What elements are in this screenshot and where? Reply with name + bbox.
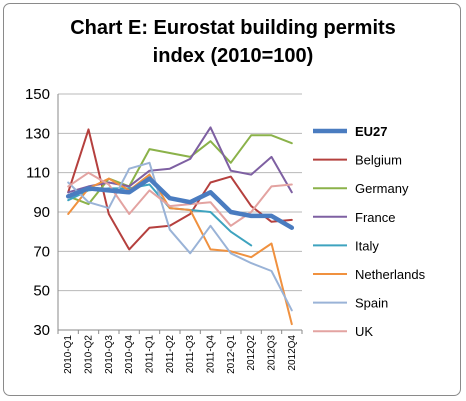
x-tick-label: 2011-Q1 — [145, 335, 156, 374]
series-line-spain — [67, 161, 293, 312]
y-tick-label: 130 — [25, 125, 50, 142]
y-tick-label: 50 — [33, 283, 50, 300]
x-tick-label: 2011-Q4 — [206, 335, 217, 374]
legend: EU27 Belgium Germany France Italy Netherlands… — [313, 124, 426, 339]
x-tick-label: 2012Q4 — [287, 335, 298, 371]
chart-title-line1: Chart E: Eurostat building permits — [70, 17, 396, 39]
legend-label: Spain — [355, 296, 388, 311]
x-tick-label: 2010-Q3 — [104, 335, 115, 374]
x-tick-label: 2010-Q2 — [84, 335, 95, 374]
x-tick-label: 2010-Q4 — [124, 335, 135, 374]
x-tick-label: 2011-Q2 — [165, 335, 176, 374]
y-tick-label: 30 — [33, 322, 50, 339]
x-tick-label: 2010-Q1 — [63, 335, 74, 374]
legend-label: Belgium — [355, 153, 402, 168]
x-tick-label: 2012Q3 — [267, 335, 278, 371]
legend-label: Italy — [355, 238, 379, 253]
chart-title-line2: index (2010=100) — [152, 45, 314, 67]
series-line-eu27 — [65, 176, 295, 230]
gridlines — [58, 93, 302, 331]
y-axis: 30 50 70 90 110 130 150 — [25, 86, 59, 339]
y-tick-label: 110 — [26, 165, 50, 182]
plot-area — [65, 126, 295, 326]
x-tick-label: 2012-Q1 — [226, 335, 237, 374]
series-line-netherlands — [67, 173, 293, 326]
x-axis: 2010-Q1 2010-Q2 2010-Q3 2010-Q4 2011-Q1 2011-… — [57, 329, 303, 374]
x-tick-label: 2012Q2 — [246, 335, 257, 371]
y-tick-label: 70 — [33, 243, 50, 260]
series-line-uk — [67, 171, 293, 227]
y-tick-label: 150 — [25, 86, 50, 103]
x-tick-label: 2011-Q3 — [185, 335, 196, 374]
y-tick-label: 90 — [33, 204, 50, 221]
legend-label: Netherlands — [355, 267, 426, 282]
legend-label: UK — [355, 324, 373, 339]
legend-label: France — [355, 210, 395, 225]
legend-label: Germany — [355, 181, 409, 196]
legend-label: EU27 — [355, 124, 388, 139]
